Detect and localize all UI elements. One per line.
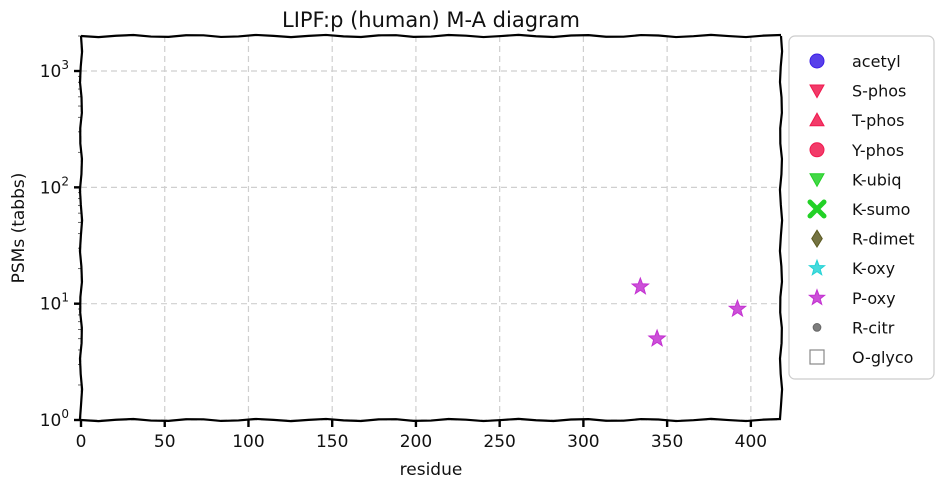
x-tick-label: 200 [400,432,432,452]
legend-marker-acetyl [809,53,825,69]
data-points [630,276,748,347]
axis-right [778,35,784,421]
legend-label: K-ubiq [852,170,901,189]
legend-item: R-dimet [811,229,915,249]
legend-item: S-phos [809,82,906,101]
legend-label: K-oxy [852,259,895,278]
x-tick-label: 250 [483,432,515,452]
x-tick-label: 0 [76,432,87,452]
x-tick-label: 350 [651,432,683,452]
legend-item: O-glyco [809,348,913,367]
legend-item: R-citr [812,318,895,337]
legend-label: O-glyco [852,348,913,367]
legend-item: Y-phos [809,141,904,160]
x-tick-label: 50 [154,432,176,452]
legend-items: acetyl S-phos T-phos Y-phos K-ubiq K-sumo R-di… [807,52,915,367]
x-axis-ticks: 0 50 100 150 200 250 300 350 400 [76,420,767,452]
y-tick-label: 102 [40,174,69,198]
y-tick-label: 100 [40,407,69,431]
x-tick-label: 400 [735,432,767,452]
legend-label: K-sumo [852,200,910,219]
legend-item: K-oxy [807,258,895,278]
x-tick-label: 100 [232,432,264,452]
y-axis-ticks: 100 101 102 103 [40,58,81,431]
legend-item: acetyl [809,52,901,71]
legend-marker-p-oxy [807,288,827,306]
legend-marker-k-ubiq [809,173,825,188]
legend-marker-r-dimet [811,229,823,248]
legend-item: P-oxy [807,288,896,308]
legend-label: Y-phos [851,141,904,160]
legend-marker-o-glyco [809,349,825,365]
grid-lines [80,36,781,421]
legend-label: R-citr [852,318,895,337]
y-tick-label: 103 [40,58,69,82]
legend-label: S-phos [852,82,906,101]
legend-box [788,35,935,380]
legend-marker-t-phos [809,112,825,127]
axis-top [80,33,782,39]
legend-marker-r-citr [812,323,822,332]
x-tick-label: 300 [567,432,599,452]
legend-label: P-oxy [852,289,896,308]
legend-marker-k-sumo [807,199,827,219]
legend-marker-k-oxy [807,258,827,276]
x-tick-label: 150 [316,432,348,452]
x-stroke [807,199,827,219]
data-point-p-oxy [727,298,748,318]
axis-left [78,35,84,421]
axis-bottom [80,417,782,423]
data-point-p-oxy [647,328,667,347]
x-axis-label: residue [400,460,463,480]
legend-item: K-sumo [807,199,910,219]
axes-frame [78,33,784,423]
y-tick-label: 101 [40,291,69,315]
y-axis-label: PSMs (tabbs) [9,173,29,284]
legend-marker-s-phos [809,84,825,99]
legend: acetyl S-phos T-phos Y-phos K-ubiq K-sumo R-di… [788,35,935,380]
legend-item: K-ubiq [809,170,901,189]
chart-title: LIPF:p (human) M-A diagram [282,8,580,32]
legend-label: T-phos [851,111,905,130]
legend-item: T-phos [809,111,905,130]
legend-label: acetyl [852,52,901,71]
data-point-p-oxy [630,276,650,295]
legend-marker-y-phos [809,142,825,158]
legend-label: R-dimet [852,230,915,249]
